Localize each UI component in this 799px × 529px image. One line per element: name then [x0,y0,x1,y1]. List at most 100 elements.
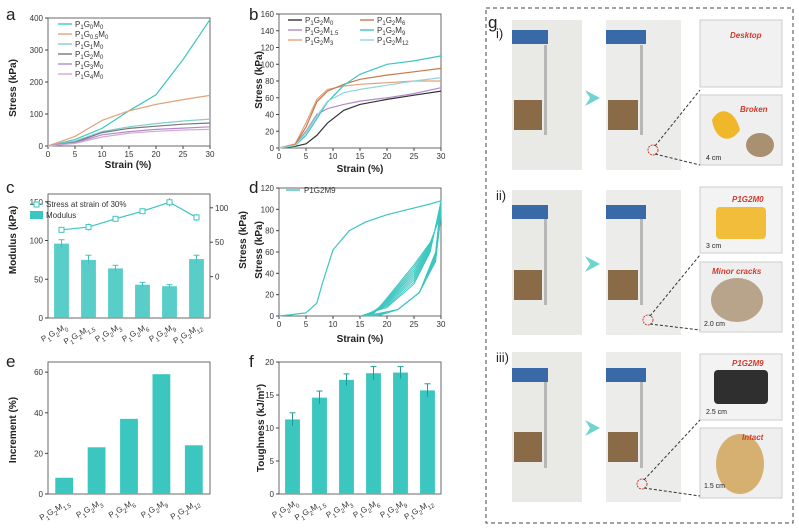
chart-b-xtick-label: 15 [356,152,365,161]
chart-f-category-label: P1G2M0 [271,498,302,523]
chart-f-ytick-label: 15 [265,391,274,400]
chart-a-ytick-label: 200 [30,78,44,87]
chart-d-ytick-label: 120 [261,184,275,193]
chart-c-category-label: P1G2M3 [94,322,125,347]
chart-a-ytick-label: 300 [30,46,44,55]
chart-d-series-line [278,200,442,317]
photo-intact-label: Intact [742,433,764,442]
chart-f: 0 5 10 15 20 P1G2M0P1G2M1.5P1G2M3P1G2M6P1G2M9… [265,358,442,525]
chart-a-xtick-label: 0 [46,150,51,159]
photo-row2-before-stand [544,215,547,305]
chart-e-category-label: P1G2M3 [75,498,106,523]
chart-f-category-label: P1G2M12 [403,498,437,525]
egg-intact [716,434,764,494]
chart-b-xtick-label: 20 [383,152,392,161]
chart-f-bar [393,372,408,494]
chart-a-xlabel: Strain (%) [105,160,152,171]
chart-d-xtick-label: 25 [410,320,419,329]
chart-b-series-line [278,87,442,149]
panel-label-a: a [6,5,16,24]
chart-c-ytick-label: 0 [39,314,44,323]
chart-a: 0 5 10 15 20 25 300100200300400P1G0M0P1G0.5M0P… [30,14,215,159]
chart-e-bar [87,447,106,494]
scale-row1: 4 cm [706,155,721,162]
chart-c-legend-line-label: Stress at strain of 30% [46,200,126,209]
chart-c-line-point [85,224,92,231]
chart-c-legend-bar-swatch [30,211,43,219]
chart-e-ytick-label: 20 [34,449,43,458]
panel-label-g: g [488,13,497,32]
chart-b-ylabel: Stress (kPa) [254,51,265,109]
photo-row1-after-arm [606,30,646,44]
photo-gel-p1g2m0-label: P1G2M0 [732,195,764,204]
chart-f-bar [285,419,300,494]
chart-e-ylabel: Increment (%) [8,397,19,463]
chart-e-category-label: P1G2M6 [107,498,138,523]
chart-b-series-line [278,67,442,149]
panel-g-frame [485,7,794,524]
arrow-icon [585,420,600,436]
zoom-line-row2-bottom [649,323,701,331]
panel-label-f: f [249,352,254,371]
chart-c-line-point [193,214,200,221]
chart-d-cycle-line [359,200,442,317]
chart-c-bar [135,284,150,318]
impact-marker [636,478,648,490]
chart-f-ytick-label: 10 [265,424,274,433]
chart-c-bar [54,243,69,318]
chart-c-line-point [139,208,146,215]
chart-b-ytick-label: 60 [265,94,274,103]
chart-d: 0 5 10 15 20 25 30 0 20 40 60 80 100 120 [261,184,446,329]
row-iii-label: iii) [496,350,509,365]
chart-b-xtick-label: 0 [277,152,282,161]
chart-d-cycle-line [371,215,442,317]
chart-a-xtick-label: 15 [125,150,134,159]
chart-d-ytick-label: 100 [261,205,275,214]
chart-d-xtick-label: 10 [329,320,338,329]
chart-a-legend-label: P1G2M0 [75,50,104,61]
photo-broken-label: Broken [740,105,768,114]
chart-e-category-label: P1G2M12 [169,498,203,525]
chart-b-xtick-label: 10 [329,152,338,161]
chart-c-y2tick-label: 50 [215,238,224,247]
chart-a-ytick-label: 100 [30,110,44,119]
chart-e-bar [120,418,138,494]
gel-sample-yellow [716,207,766,239]
photo-gel-p1g2m9-label: P1G2M9 [732,359,764,368]
chart-d-ytick-label: 20 [265,291,274,300]
scale-row3-bottom: 1.5 cm [704,483,725,490]
chart-a-legend-label: P1G1M0 [75,40,104,51]
chart-b-ytick-label: 140 [261,27,275,36]
chart-a-ylabel: Stress (kPa) [8,59,19,117]
broken-gel [712,111,740,139]
chart-c-line [61,201,197,231]
chart-d-ytick-label: 40 [265,269,274,278]
photo-row2-before-arm [512,205,548,219]
photo-row2-before-box [514,270,542,300]
chart-c-y2label: Stress (kPa) [238,211,249,269]
panel-label-b: b [249,5,258,24]
chart-c-category-label: P1G2M0 [40,322,71,347]
chart-c-legend-bar-label: Modulus [46,211,76,220]
chart-b-legend-label: P1G2M12 [377,36,409,47]
scale-row2-bottom: 2.0 cm [704,321,725,328]
chart-f-bar [420,390,435,494]
chart-c-bar [162,286,177,318]
chart-d-xtick-label: 0 [277,320,282,329]
row-i-label: i) [496,26,503,41]
chart-d-cycle-line [367,210,442,317]
chart-e-category-label: P1G2M9 [139,498,170,523]
chart-d-ylabel: Stress (kPa) [254,221,265,279]
chart-f-ytick-label: 20 [265,358,274,367]
photo-row3-before-stand [544,378,547,468]
gel-sample-black [714,370,768,404]
chart-d-cycle-line [366,208,442,317]
chart-c-ytick-label: 50 [34,275,43,284]
chart-b-ytick-label: 80 [265,77,274,86]
impact-marker [647,144,659,156]
chart-a-ytick-label: 0 [39,142,44,151]
zoom-line-row3-bottom [643,487,701,497]
row-ii-label: ii) [496,188,506,203]
chart-d-xtick-label: 20 [383,320,392,329]
